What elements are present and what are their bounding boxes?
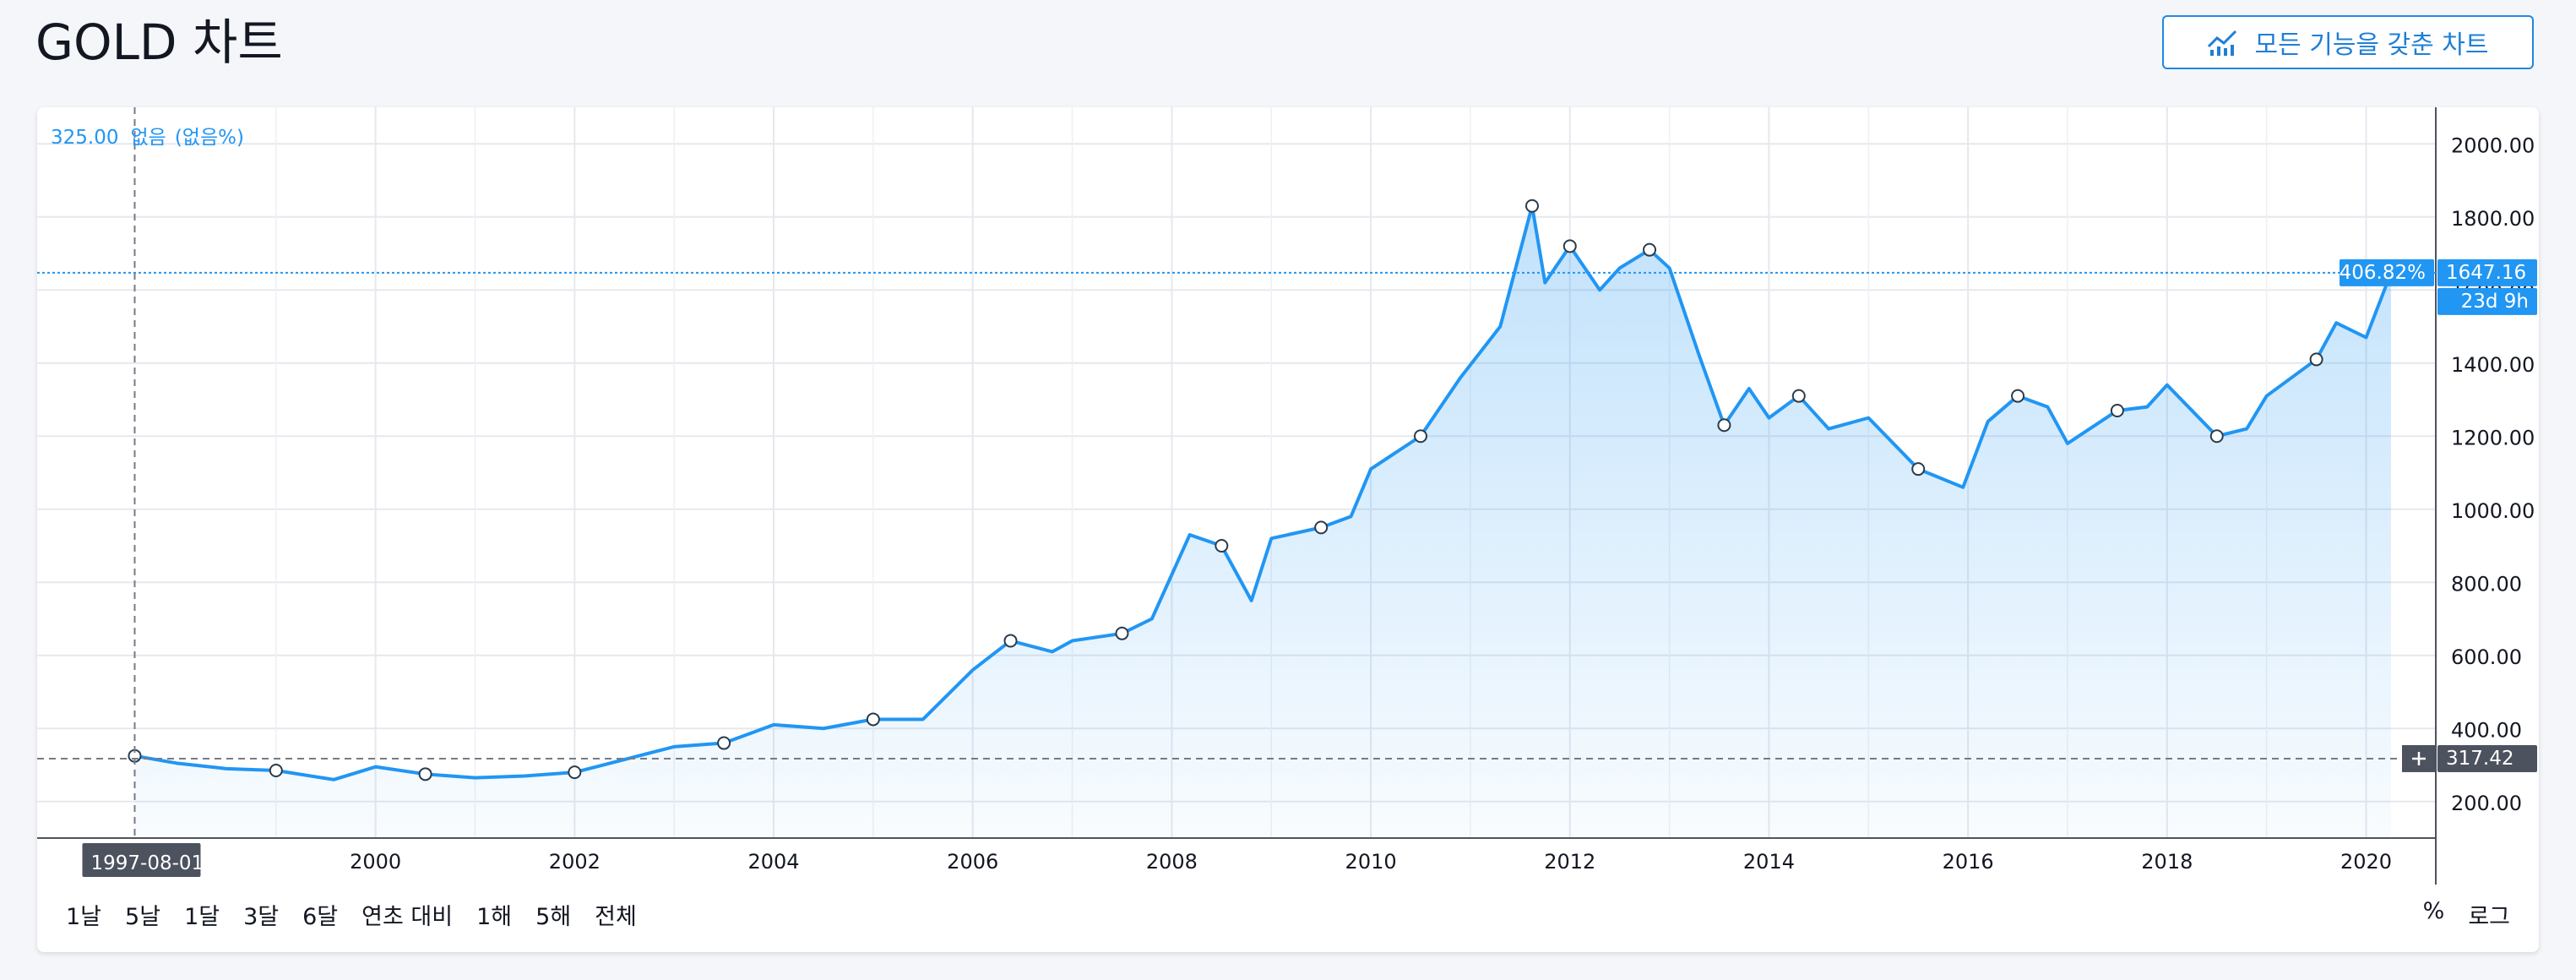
x-tick-label: 2014 bbox=[1743, 850, 1795, 874]
bar-countdown-label-bg bbox=[2437, 287, 2537, 315]
data-point bbox=[1791, 389, 1806, 403]
x-tick-label: 2018 bbox=[2141, 850, 2193, 874]
legend-value: 325.00 bbox=[51, 127, 118, 149]
data-point bbox=[1911, 462, 1926, 476]
y-tick-label: 1200.00 bbox=[2451, 426, 2535, 449]
chart-card: 200.00 400.00 600.00 800.00 1000.00 1200.00 14… bbox=[37, 107, 2539, 952]
range-button[interactable]: 5날 bbox=[125, 904, 161, 930]
last-price-label-bg bbox=[2437, 259, 2537, 286]
data-point bbox=[1717, 418, 1731, 433]
legend-change: 없음 bbox=[130, 127, 166, 149]
data-point bbox=[2309, 352, 2323, 367]
data-point bbox=[1215, 539, 1229, 553]
crosshair-date-label: 1997-08-01 bbox=[90, 852, 204, 874]
range-selector: 1날 5날 1달 3달 6달 연초 대비 1해 5해 전체 bbox=[56, 893, 650, 936]
y-tick-label: 600.00 bbox=[2451, 645, 2522, 669]
data-point bbox=[2011, 389, 2025, 403]
data-point bbox=[1562, 239, 1577, 253]
full-features-chart-label: 모든 기능을 갖춘 차트 bbox=[2254, 30, 2489, 60]
data-point bbox=[1643, 242, 1657, 257]
x-tick-label: 2006 bbox=[947, 850, 998, 874]
chart-line-icon bbox=[2208, 30, 2237, 56]
legend-change-percent: (없음%) bbox=[175, 127, 244, 149]
x-tick-label: 2000 bbox=[350, 850, 401, 874]
x-tick-label: 2010 bbox=[1345, 850, 1397, 874]
data-point bbox=[269, 763, 283, 777]
y-tick-label: 200.00 bbox=[2451, 792, 2522, 815]
scale-selector: % 로그 bbox=[2411, 893, 2522, 936]
range-button[interactable]: 1해 bbox=[476, 904, 513, 930]
x-tick-label: 2016 bbox=[1943, 850, 1994, 874]
crosshair-price-label: 317.42 bbox=[2446, 748, 2514, 770]
log-scale-button[interactable]: 로그 bbox=[2468, 904, 2510, 930]
y-tick-label: 400.00 bbox=[2451, 718, 2522, 742]
y-tick-label: 1800.00 bbox=[2451, 207, 2535, 231]
range-button[interactable]: 1달 bbox=[184, 904, 220, 930]
range-button[interactable]: 5해 bbox=[535, 904, 572, 930]
y-tick-label: 1400.00 bbox=[2451, 353, 2535, 377]
data-point bbox=[2209, 429, 2224, 444]
range-button[interactable]: 3달 bbox=[243, 904, 280, 930]
range-button[interactable]: 연초 대비 bbox=[361, 904, 454, 930]
crosshair-date-label-bg bbox=[82, 843, 201, 877]
range-button[interactable]: 6달 bbox=[302, 904, 339, 930]
data-point bbox=[418, 767, 432, 781]
last-price-label: 1647.16 bbox=[2446, 262, 2526, 284]
data-point bbox=[1314, 520, 1329, 535]
last-price-percent-label-bg bbox=[2340, 259, 2434, 286]
plus-icon[interactable] bbox=[2412, 751, 2426, 765]
page-title: GOLD 차트 bbox=[35, 14, 283, 71]
data-point bbox=[1003, 634, 1018, 648]
x-tick-label: 2008 bbox=[1146, 850, 1198, 874]
data-point bbox=[568, 765, 582, 780]
x-tick-label: 2020 bbox=[2340, 850, 2392, 874]
data-point bbox=[2110, 403, 2124, 417]
last-price-percent-label: 406.82% bbox=[2340, 262, 2426, 284]
y-tick-label: 800.00 bbox=[2451, 572, 2522, 596]
x-tick-label: 2004 bbox=[747, 850, 799, 874]
full-features-chart-button[interactable]: 모든 기능을 갖춘 차트 bbox=[2162, 15, 2534, 69]
bar-countdown-label: 23d 9h bbox=[2461, 291, 2529, 313]
x-tick-label: 2012 bbox=[1544, 850, 1595, 874]
range-button[interactable]: 1날 bbox=[66, 904, 102, 930]
data-point bbox=[717, 736, 731, 750]
data-point bbox=[866, 712, 880, 727]
range-button[interactable]: 전체 bbox=[595, 904, 637, 930]
data-point bbox=[1115, 626, 1129, 640]
data-point bbox=[1524, 199, 1539, 213]
y-tick-label: 2000.00 bbox=[2451, 133, 2535, 157]
crosshair-price-label-bg bbox=[2437, 744, 2537, 772]
price-line bbox=[134, 204, 2393, 781]
price-area-fill bbox=[134, 205, 2391, 838]
y-tick-label: 1000.00 bbox=[2451, 499, 2535, 523]
price-chart[interactable]: 200.00 400.00 600.00 800.00 1000.00 1200.00 14… bbox=[37, 107, 2539, 885]
x-tick-label: 2002 bbox=[549, 850, 601, 874]
percent-scale-button[interactable]: % bbox=[2422, 898, 2445, 924]
data-point bbox=[1414, 429, 1428, 444]
legend-values: 325.00 없음 (없음%) bbox=[51, 127, 244, 149]
